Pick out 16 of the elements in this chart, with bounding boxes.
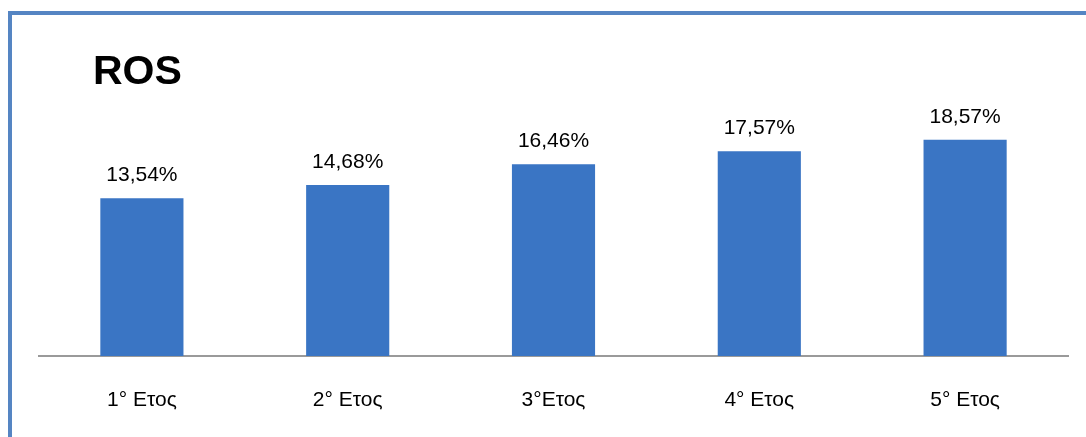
- bar: [717, 151, 801, 356]
- x-tick-label: 4° Ετος: [724, 387, 795, 411]
- bar: [100, 198, 184, 356]
- x-tick-label: 5° Ετος: [930, 387, 1000, 411]
- x-tick-label: 1° Ετος: [107, 387, 177, 411]
- data-label: 17,57%: [723, 115, 795, 139]
- data-label: 16,46%: [517, 128, 590, 152]
- bar: [306, 184, 390, 356]
- data-label: 18,57%: [929, 103, 1001, 127]
- data-label: 14,68%: [312, 148, 384, 172]
- chart-title: ROS: [93, 46, 182, 94]
- x-tick-label: 3°Ετος: [521, 387, 586, 411]
- data-label: 13,54%: [106, 162, 178, 186]
- bar: [923, 139, 1007, 356]
- x-tick-label: 2° Ετος: [312, 387, 383, 411]
- bar: [511, 164, 596, 356]
